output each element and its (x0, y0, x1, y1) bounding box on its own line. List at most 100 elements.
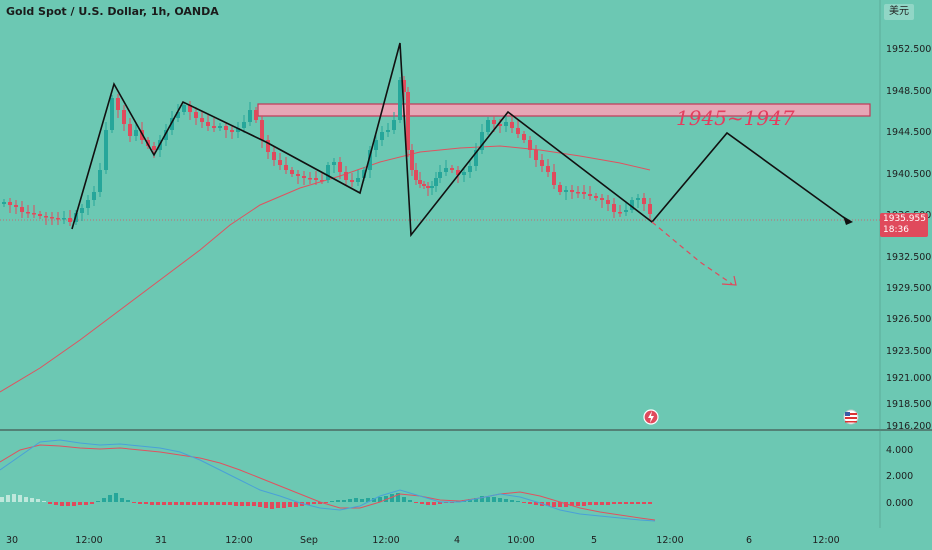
candle-body (122, 110, 126, 124)
candle-body (176, 112, 180, 118)
macd-bar (192, 502, 196, 505)
candle-body (612, 204, 616, 212)
zone-annotation[interactable]: 1945~1947 (676, 106, 795, 130)
candle-body (260, 120, 264, 140)
candle-body (438, 172, 442, 178)
candle-body (402, 80, 406, 92)
candle-body (418, 180, 422, 184)
price-tick-label: 1921.000 (886, 373, 931, 384)
candle-body (326, 165, 330, 180)
macd-bar (420, 502, 424, 504)
macd-bar (252, 502, 256, 506)
candle-body (200, 118, 204, 122)
candle-body (44, 216, 48, 218)
macd-bar (528, 502, 532, 504)
candle-body (152, 146, 156, 150)
macd-bar (24, 497, 28, 502)
candle-body (302, 176, 306, 178)
price-tick-label: 1952.500 (886, 44, 931, 55)
macd-bar (90, 502, 94, 504)
price-tick-label: 1944.500 (886, 127, 931, 138)
moving-average-line (0, 145, 651, 393)
macd-bar (174, 502, 178, 505)
macd-bar (432, 502, 436, 505)
candle-body (516, 128, 520, 134)
macd-bar (276, 502, 280, 508)
time-axis[interactable]: 30 12:00 31 12:00 Sep 12:00 4 10:00 5 12:00 6 12:00 (6, 535, 840, 546)
macd-bar (624, 502, 628, 504)
candle-body (374, 140, 378, 150)
macd-bar (594, 502, 598, 505)
candle-body (498, 124, 502, 126)
symbol-title[interactable]: Gold Spot / U.S. Dollar, 1h, OANDA (6, 5, 219, 18)
candle-body (456, 170, 460, 175)
current-price-tag: 1935.955 18:36 (880, 213, 928, 237)
macd-bar (84, 502, 88, 505)
candle-body (434, 178, 438, 186)
zigzag-pattern-line[interactable] (71, 42, 851, 238)
macd-bar (426, 502, 430, 505)
macd-scale[interactable]: 4.000 2.000 0.000 (886, 445, 913, 509)
candle-body (344, 172, 348, 180)
zigzag-arrow-head (843, 216, 853, 225)
candle-body (14, 205, 18, 207)
macd-bar (312, 502, 316, 504)
candle-body (528, 140, 532, 150)
macd-bar (636, 502, 640, 504)
candle-body (474, 150, 478, 166)
time-tick-label: 4 (454, 535, 460, 546)
candle-body (314, 178, 318, 180)
candle-body (116, 98, 120, 110)
macd-bar (510, 500, 514, 502)
price-tick-label: 1918.500 (886, 399, 931, 410)
candle-body (164, 130, 168, 140)
candle-body (386, 130, 390, 132)
candle-body (582, 192, 586, 194)
price-tick-label: 1926.500 (886, 314, 931, 325)
candle-body (606, 200, 610, 204)
candle-body (8, 202, 12, 205)
macd-bar (126, 500, 130, 502)
macd-bar (186, 502, 190, 505)
candle-body (338, 162, 342, 172)
candle-body (426, 186, 430, 188)
candle-body (414, 170, 418, 180)
macd-bar (18, 495, 22, 502)
macd-bar (324, 502, 328, 503)
candle-body (26, 212, 30, 214)
macd-bar (384, 496, 388, 502)
macd-bar (306, 502, 310, 505)
macd-bar (546, 502, 550, 506)
macd-histogram (0, 493, 652, 509)
candle-body (522, 134, 526, 140)
price-scale[interactable]: 1952.5001948.5001944.5001940.5001936.500… (886, 44, 931, 432)
macd-bar (558, 502, 562, 507)
candle-body (510, 122, 514, 128)
macd-bar (150, 502, 154, 505)
candle-body (134, 130, 138, 136)
macd-bar (438, 502, 442, 504)
candle-body (362, 170, 366, 178)
candle-body (430, 186, 434, 188)
current-price-value: 1935.955 (883, 214, 926, 224)
candle-body (170, 118, 174, 130)
time-tick-label: 6 (746, 535, 752, 546)
macd-bar (390, 494, 394, 502)
flash-icon[interactable] (643, 409, 659, 425)
macd-bar (492, 497, 496, 502)
macd-bar (78, 502, 82, 505)
candle-body (182, 105, 186, 112)
macd-bar (378, 497, 382, 502)
projection-dashed-line[interactable] (651, 221, 733, 285)
candle-body (32, 213, 36, 215)
currency-button[interactable]: 美元 (884, 4, 914, 20)
macd-bar (648, 502, 652, 504)
candle-body (50, 217, 54, 219)
us-flag-icon[interactable] (843, 409, 859, 425)
candle-body (630, 200, 634, 210)
macd-bar (282, 502, 286, 508)
time-tick-label: 31 (155, 535, 167, 546)
macd-bar (360, 499, 364, 502)
